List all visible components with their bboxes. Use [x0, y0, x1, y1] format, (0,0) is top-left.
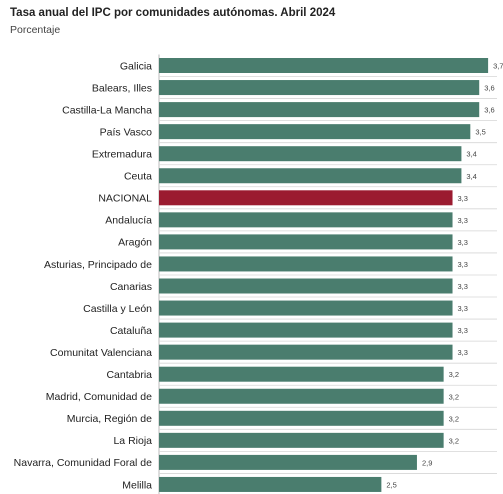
bar-2: [159, 102, 480, 118]
value-label: 3,3: [458, 194, 468, 203]
category-label: Canarias: [110, 281, 152, 293]
bar-17: [159, 432, 444, 448]
value-label: 3,3: [458, 282, 468, 291]
bar-6: [159, 190, 453, 206]
labels: Galicia 3,7 Balears, Illes 3,6 Castilla-La M…: [14, 60, 503, 491]
bars: [159, 58, 489, 492]
value-label: 2,5: [386, 480, 396, 489]
chart-subtitle: Porcentaje: [10, 24, 61, 36]
value-label: 3,3: [458, 348, 468, 357]
category-label: Comunitat Valenciana: [50, 347, 152, 359]
bar-10: [159, 278, 453, 294]
bar-9: [159, 256, 453, 272]
value-label: 3,2: [449, 392, 459, 401]
value-label: 3,7: [493, 62, 503, 71]
category-label: Madrid, Comunidad de: [46, 391, 152, 403]
value-label: 3,3: [458, 304, 468, 313]
bar-16: [159, 410, 444, 426]
bar-13: [159, 344, 453, 360]
value-label: 3,3: [458, 238, 468, 247]
category-label: La Rioja: [113, 435, 152, 447]
bar-5: [159, 168, 462, 184]
bar-11: [159, 300, 453, 316]
category-label: Andalucía: [105, 215, 152, 227]
bar-1: [159, 80, 480, 96]
bar-7: [159, 212, 453, 228]
value-label: 3,4: [466, 150, 476, 159]
category-label: Castilla y León: [83, 303, 152, 315]
bar-0: [159, 58, 489, 73]
category-label: NACIONAL: [98, 193, 152, 205]
category-label: Melilla: [122, 479, 152, 491]
category-label: Balears, Illes: [92, 82, 152, 94]
category-label: Extremadura: [92, 149, 152, 161]
value-label: 3,6: [484, 106, 494, 115]
bar-19: [159, 476, 382, 492]
bar-4: [159, 146, 462, 162]
gridlines: [158, 54, 497, 494]
value-label: 3,2: [449, 436, 459, 445]
bar-15: [159, 388, 444, 404]
category-label: Asturias, Principado de: [44, 259, 152, 271]
category-label: Cantabria: [106, 369, 152, 381]
value-label: 3,3: [458, 326, 468, 335]
category-label: Murcia, Región de: [67, 413, 152, 425]
category-label: País Vasco: [100, 126, 152, 138]
category-label: Ceuta: [124, 171, 152, 183]
bar-8: [159, 234, 453, 250]
value-label: 3,3: [458, 216, 468, 225]
category-label: Castilla-La Mancha: [62, 104, 152, 116]
value-label: 2,9: [422, 458, 432, 467]
bar-18: [159, 454, 417, 470]
bar-12: [159, 322, 453, 338]
value-label: 3,2: [449, 370, 459, 379]
value-label: 3,3: [458, 260, 468, 269]
category-label: Cataluña: [110, 325, 152, 337]
chart-title: Tasa anual del IPC por comunidades autón…: [10, 7, 336, 19]
category-label: Navarra, Comunidad Foral de: [14, 457, 152, 469]
bar-3: [159, 124, 471, 140]
value-label: 3,2: [449, 414, 459, 423]
category-label: Galicia: [120, 60, 152, 72]
value-label: 3,4: [466, 172, 476, 181]
value-label: 3,6: [484, 84, 494, 93]
value-label: 3,5: [475, 128, 485, 137]
bar-14: [159, 366, 444, 382]
category-label: Aragón: [118, 237, 152, 249]
